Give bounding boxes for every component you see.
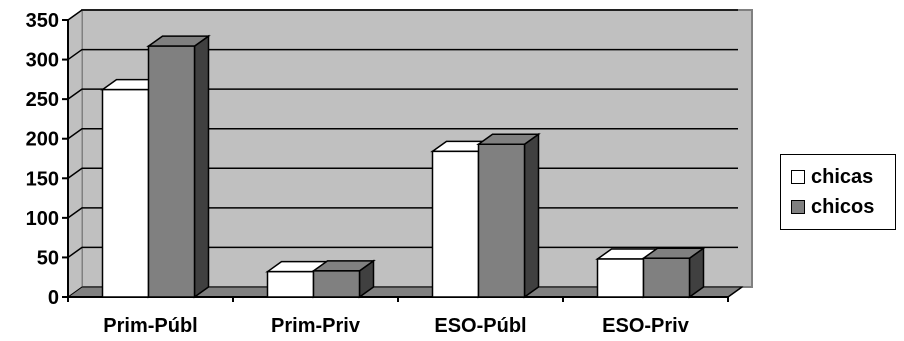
legend-swatch-chicas [791,170,805,184]
chart-bars [100,34,706,299]
chart-legend: chicas chicos [780,154,896,230]
side-wall [67,9,83,298]
bar-front [147,45,196,298]
gridline [67,48,738,61]
bar-chicos-1 [311,259,376,299]
legend-item-chicos: chicos [791,195,874,219]
legend-label-chicas: chicas [811,165,874,188]
y-tick-label: 300 [26,50,59,72]
bar-side [193,34,210,299]
bar-front [477,143,526,298]
bar-chicos-2 [476,132,541,299]
bar-front [642,257,691,298]
bar-front [101,88,150,298]
floor-edge [727,286,743,298]
bar-chicos-3 [641,246,706,299]
gridline [67,127,738,140]
y-tick-label: 100 [26,208,59,230]
x-category-label: Prim-Priv [271,315,361,337]
bar-side [523,132,540,299]
y-tick-label: 200 [26,129,59,151]
legend-item-chicas: chicas [791,165,873,189]
x-category-label: ESO-Priv [602,315,690,337]
y-tick-label: 0 [48,287,59,309]
x-category-label: ESO-Públ [434,315,526,337]
legend-label-chicos: chicos [811,195,875,218]
y-tick-label: 150 [26,168,59,190]
y-tick-label: 350 [26,10,59,32]
bar-front [431,150,480,298]
y-tick-label: 50 [37,247,59,269]
bar-front [266,270,315,298]
gridline [67,88,738,100]
bar-chicos-0 [146,34,211,299]
chart-labels: 0 50 100 150 200 250 300 350 Prim-Públ Prim-Priv E… [26,10,690,337]
bar-front [312,270,361,298]
legend-swatch-chicos [791,200,805,214]
y-tick-label: 250 [26,89,59,111]
x-category-label: Prim-Públ [103,315,197,337]
bar-front [596,258,645,298]
gridline [67,9,738,21]
